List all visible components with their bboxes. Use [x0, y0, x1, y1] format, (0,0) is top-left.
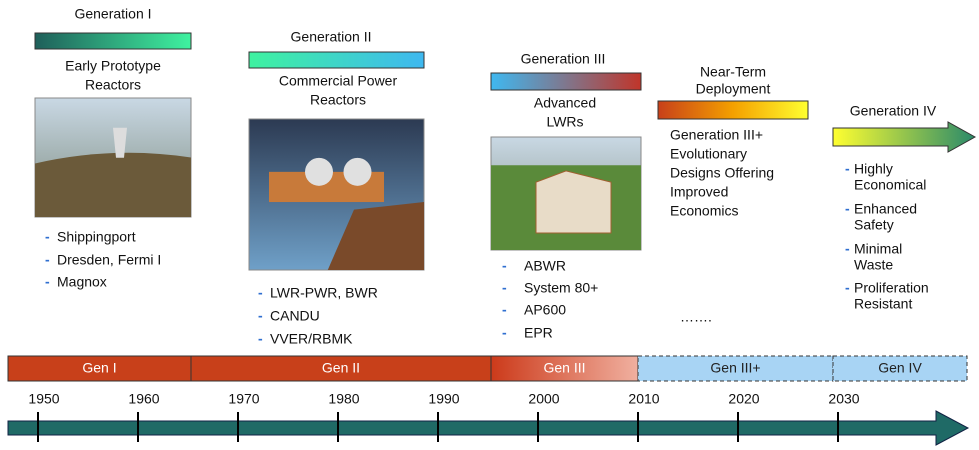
- generation-header: Generation II: [291, 29, 372, 45]
- bullet-item: Magnox: [57, 274, 107, 290]
- year-label: 1970: [228, 391, 259, 407]
- generation-subtitle: Reactors: [85, 77, 141, 93]
- photo-dome: [343, 157, 372, 186]
- bullet-dash: -: [845, 201, 850, 217]
- generation-subtitle: Reactors: [310, 92, 366, 108]
- generation-bar: [490, 72, 642, 91]
- bullet-item: Resistant: [854, 296, 912, 312]
- bullet-item: Highly: [854, 161, 893, 177]
- year-label: 1990: [428, 391, 459, 407]
- bullet-item: Waste: [854, 257, 893, 273]
- generation-subtitle: LWRs: [546, 114, 583, 130]
- segment-label: Gen III: [543, 360, 585, 376]
- bullet-item: Shippingport: [57, 229, 136, 245]
- bullet-item: Enhanced: [854, 201, 917, 217]
- generation-header: Generation I: [74, 6, 151, 22]
- generation-subtitle: Improved: [670, 184, 728, 200]
- generation-subtitle: Economics: [670, 203, 738, 219]
- generation-header: Near-Term: [700, 64, 766, 80]
- segment-label: Gen IV: [878, 360, 922, 376]
- bullet-item: AP600: [524, 302, 566, 318]
- ellipsis-note: …….: [680, 309, 712, 325]
- bullet-dash: -: [502, 325, 507, 341]
- generation-arrow: [832, 121, 977, 153]
- generation-subtitle: Designs Offering: [670, 165, 774, 181]
- generation-header: Generation IV: [850, 103, 937, 119]
- year-label: 2010: [628, 391, 659, 407]
- bullet-dash: -: [845, 161, 850, 177]
- bullet-item: ABWR: [524, 258, 566, 274]
- photo-land: [35, 152, 191, 217]
- generation-bar: [34, 32, 192, 50]
- year-label: 2000: [528, 391, 559, 407]
- year-label: 2030: [828, 391, 859, 407]
- bullet-item: CANDU: [270, 308, 320, 324]
- generation-segment: [832, 355, 968, 382]
- year-label: 1950: [28, 391, 59, 407]
- generation-header: Deployment: [696, 81, 771, 97]
- generation-bar: [248, 51, 425, 69]
- generation-subtitle: Early Prototype: [65, 58, 161, 74]
- generation-subtitle: Evolutionary: [670, 146, 747, 162]
- bullet-item: Dresden, Fermi I: [57, 252, 161, 268]
- generation-subtitle: Commercial Power: [279, 73, 398, 89]
- photo-rocks: [327, 202, 424, 270]
- bullet-dash: -: [502, 280, 507, 296]
- generation-segment: [490, 355, 639, 382]
- bullet-dash: -: [45, 274, 50, 290]
- generation-subtitle: Generation III+: [670, 127, 763, 143]
- bullet-item: System 80+: [524, 280, 598, 296]
- bullet-dash: -: [258, 285, 263, 301]
- photo-dome: [305, 157, 333, 186]
- timeline-arrow: [7, 410, 970, 446]
- bullet-dash: -: [845, 280, 850, 296]
- year-label: 2020: [728, 391, 759, 407]
- segment-label: Gen III+: [710, 360, 760, 376]
- bullet-item: EPR: [524, 325, 553, 341]
- generation-bar: [657, 100, 809, 120]
- generation-segment: [7, 355, 192, 382]
- generation-segment: [637, 355, 834, 382]
- bullet-item: LWR-PWR, BWR: [270, 285, 378, 301]
- bullet-dash: -: [45, 229, 50, 245]
- bullet-item: Safety: [854, 217, 894, 233]
- photo-tower: [113, 127, 127, 158]
- generation-subtitle: Advanced: [534, 95, 596, 111]
- segment-label: Gen II: [322, 360, 360, 376]
- year-label: 1960: [128, 391, 159, 407]
- bullet-dash: -: [258, 331, 263, 347]
- segment-label: Gen I: [82, 360, 116, 376]
- bullet-dash: -: [45, 252, 50, 268]
- bullet-dash: -: [502, 258, 507, 274]
- photo-plant: [535, 170, 612, 234]
- bullet-item: Minimal: [854, 241, 902, 257]
- bullet-dash: -: [258, 308, 263, 324]
- year-label: 1980: [328, 391, 359, 407]
- bullet-dash: -: [845, 241, 850, 257]
- bullet-item: Proliferation: [854, 280, 929, 296]
- bullet-dash: -: [502, 302, 507, 318]
- bullet-item: VVER/RBMK: [270, 331, 353, 347]
- generation-header: Generation III: [521, 51, 606, 67]
- bullet-item: Economical: [854, 177, 926, 193]
